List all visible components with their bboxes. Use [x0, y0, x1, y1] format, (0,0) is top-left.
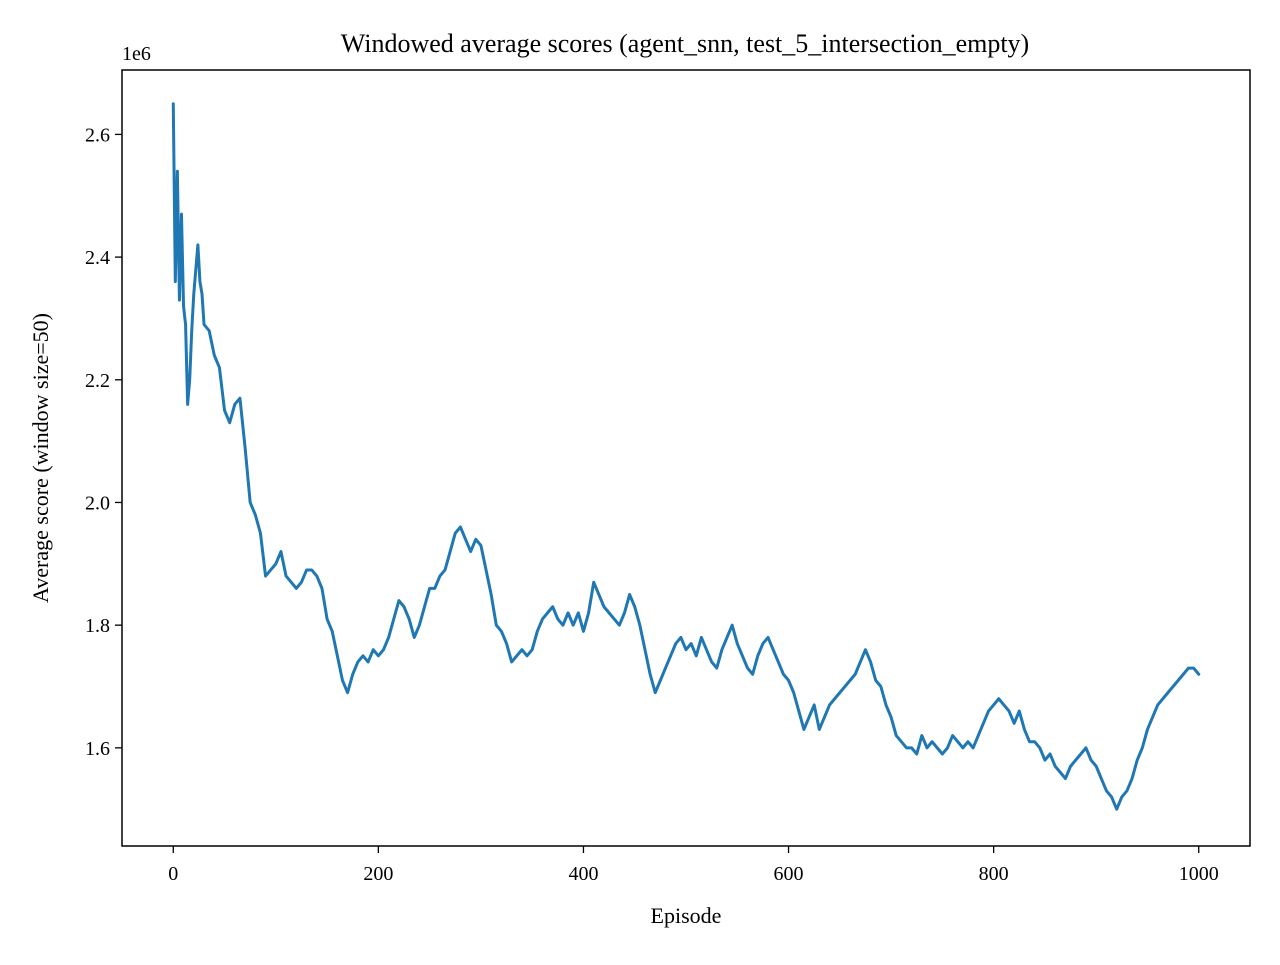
chart-title: Windowed average scores (agent_snn, test… — [341, 29, 1029, 58]
y-axis-label: Average score (window size=50) — [28, 313, 53, 603]
y-tick-label: 2.6 — [85, 124, 110, 146]
x-tick-label: 1000 — [1179, 863, 1219, 885]
data-series — [171, 102, 1201, 811]
x-tick-label: 600 — [774, 863, 804, 885]
plot-frame — [121, 69, 1251, 847]
y-tick-label: 1.6 — [85, 738, 110, 760]
x-tick-label: 200 — [363, 863, 393, 885]
y-tick-label: 2.4 — [85, 247, 110, 269]
x-tick-label: 800 — [979, 863, 1009, 885]
series-line — [171, 102, 1201, 811]
x-axis-ticks: 0 200 400 600 800 1000 — [168, 846, 1219, 885]
x-tick-label: 400 — [568, 863, 598, 885]
y-tick-label: 2.0 — [85, 492, 110, 514]
y-axis-ticks: 1.6 1.8 2.0 2.2 2.4 2.6 — [85, 124, 122, 760]
y-tick-label: 1.8 — [85, 615, 110, 637]
x-axis-label: Episode — [651, 903, 722, 928]
y-tick-label: 2.2 — [85, 370, 110, 392]
y-axis-offset-label: 1e6 — [122, 43, 151, 65]
x-tick-label: 0 — [168, 863, 178, 885]
